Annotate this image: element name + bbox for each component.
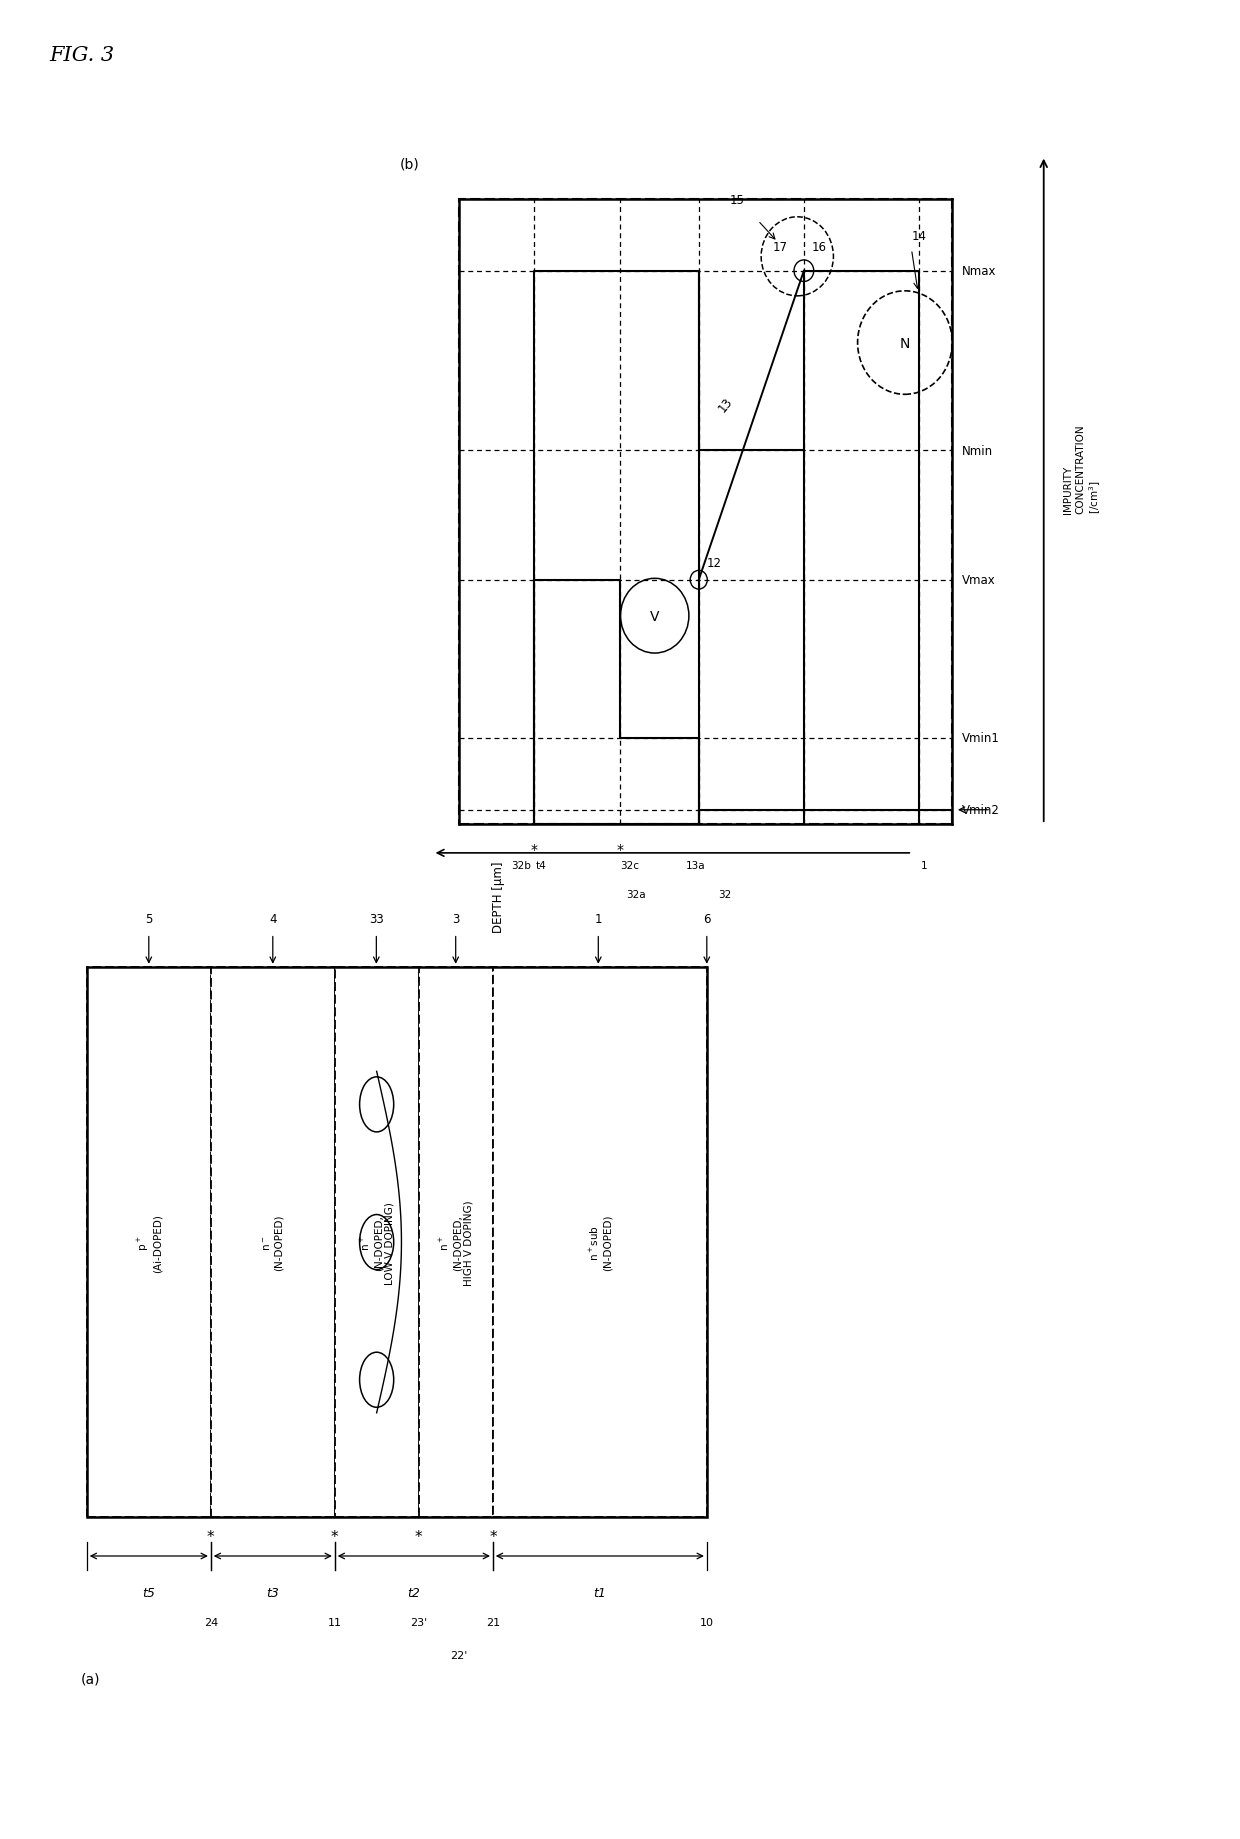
Text: 3: 3 (453, 912, 459, 925)
Text: 32a: 32a (626, 890, 646, 899)
Text: 4: 4 (269, 912, 277, 925)
Text: 21: 21 (486, 1616, 500, 1628)
Text: 14: 14 (911, 230, 926, 243)
Text: 32b: 32b (511, 861, 531, 870)
Text: IMPURITY
CONCENTRATION
[/cm$^3$]: IMPURITY CONCENTRATION [/cm$^3$] (1064, 425, 1104, 513)
Text: *: * (616, 842, 624, 857)
Text: p$^+$
(Ai-DOPED): p$^+$ (Ai-DOPED) (135, 1214, 162, 1273)
Text: *: * (531, 842, 538, 857)
Text: *: * (331, 1530, 339, 1545)
Text: Vmin2: Vmin2 (961, 804, 999, 817)
Text: 1: 1 (920, 861, 928, 870)
Text: 12: 12 (707, 557, 722, 570)
Text: DEPTH [μm]: DEPTH [μm] (492, 861, 505, 932)
Text: 1: 1 (594, 912, 603, 925)
Text: (a): (a) (81, 1672, 100, 1686)
Bar (87, 967, 707, 1517)
Text: 23': 23' (410, 1616, 427, 1628)
Text: Vmin1: Vmin1 (961, 732, 999, 745)
Text: n$^+$
(N-DOPED,
HIGH V DOPING): n$^+$ (N-DOPED, HIGH V DOPING) (438, 1199, 474, 1285)
Text: 32c: 32c (620, 861, 640, 870)
Text: 32: 32 (718, 890, 732, 899)
Text: V: V (650, 609, 660, 623)
Text: t1: t1 (594, 1587, 606, 1600)
Text: 6: 6 (703, 912, 711, 925)
Bar (419, 967, 494, 1517)
Text: n$^+$
(N-DOPED,
LOW V DOPING): n$^+$ (N-DOPED, LOW V DOPING) (358, 1201, 394, 1284)
Text: 33: 33 (370, 912, 383, 925)
Text: 13: 13 (715, 395, 735, 414)
Text: Nmax: Nmax (961, 265, 996, 278)
Text: 22': 22' (450, 1650, 467, 1661)
Text: 11: 11 (327, 1616, 342, 1628)
Text: Nmin: Nmin (961, 445, 993, 458)
Bar (494, 967, 707, 1517)
Bar (211, 967, 335, 1517)
Text: (b): (b) (399, 156, 419, 171)
Text: *: * (489, 1530, 497, 1545)
Text: n$^+$sub
(N-DOPED): n$^+$sub (N-DOPED) (588, 1214, 613, 1271)
Text: t3: t3 (267, 1587, 279, 1600)
Text: n$^-$
(N-DOPED): n$^-$ (N-DOPED) (262, 1214, 284, 1271)
Circle shape (691, 572, 707, 590)
Text: t2: t2 (408, 1587, 420, 1600)
Text: N: N (900, 337, 910, 351)
Text: 5: 5 (145, 912, 153, 925)
Text: t4: t4 (536, 861, 547, 870)
Text: *: * (207, 1530, 215, 1545)
Text: FIG. 3: FIG. 3 (50, 46, 115, 64)
Bar (87, 967, 211, 1517)
Circle shape (794, 261, 813, 283)
Text: 13a: 13a (686, 861, 706, 870)
Text: 24: 24 (203, 1616, 218, 1628)
Text: 15: 15 (730, 193, 745, 206)
Text: Vmax: Vmax (961, 574, 996, 587)
Text: 16: 16 (812, 241, 827, 254)
Text: 10: 10 (699, 1616, 714, 1628)
Text: *: * (414, 1530, 423, 1545)
Bar (335, 967, 419, 1517)
Text: 17: 17 (773, 241, 787, 254)
Text: t5: t5 (143, 1587, 155, 1600)
Bar (459, 200, 952, 824)
